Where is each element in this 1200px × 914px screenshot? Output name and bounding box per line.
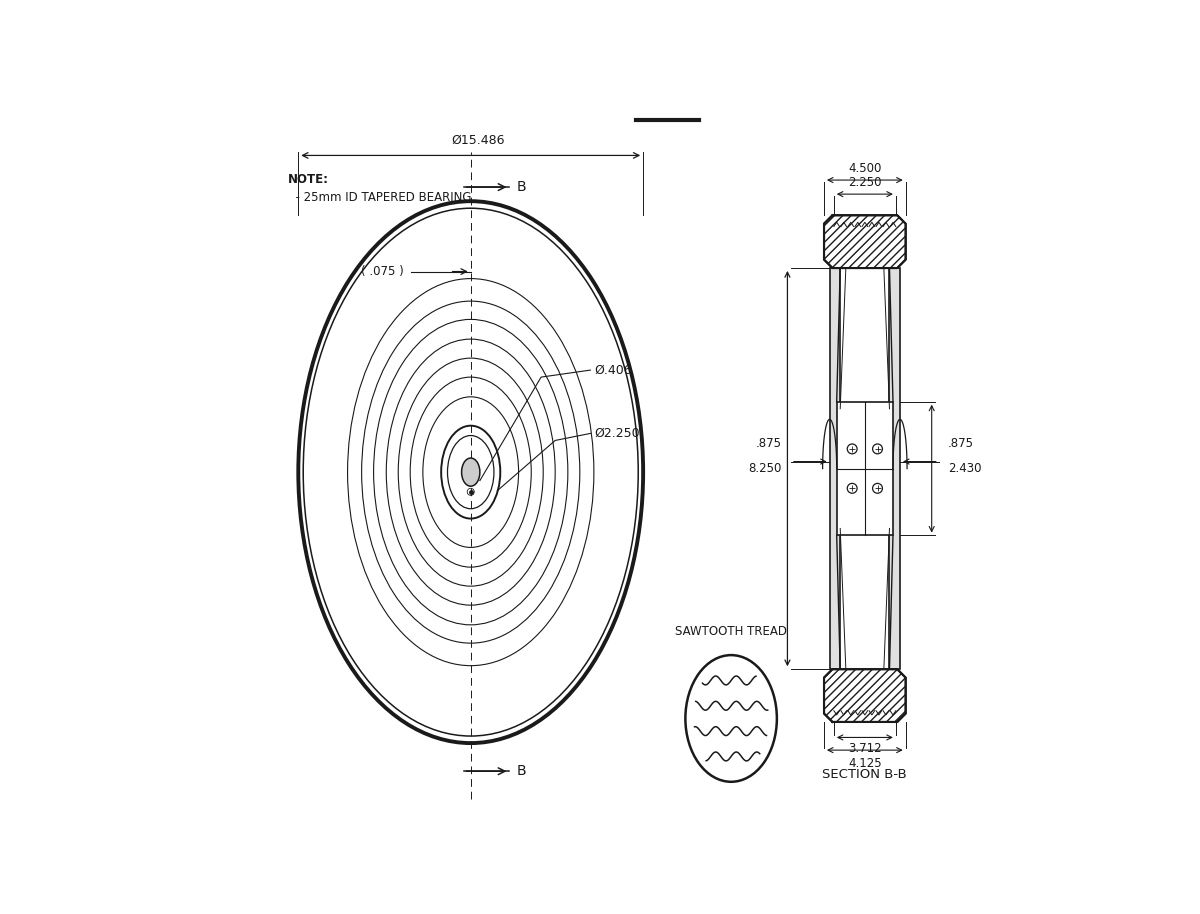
Text: B: B xyxy=(516,764,526,778)
Text: - 25mm ID TAPERED BEARING: - 25mm ID TAPERED BEARING xyxy=(288,191,472,204)
Circle shape xyxy=(872,484,882,494)
Text: ( .075 ): ( .075 ) xyxy=(361,265,404,278)
Bar xyxy=(829,268,840,669)
Bar xyxy=(836,402,893,536)
Text: .875: .875 xyxy=(948,438,974,451)
Text: 2.250: 2.250 xyxy=(848,176,882,189)
Circle shape xyxy=(847,444,857,454)
Text: Ø.406: Ø.406 xyxy=(594,364,631,377)
Polygon shape xyxy=(824,216,906,268)
Text: NOTE:: NOTE: xyxy=(288,173,329,186)
Ellipse shape xyxy=(685,655,776,781)
Circle shape xyxy=(847,484,857,494)
Text: SAWTOOTH TREAD: SAWTOOTH TREAD xyxy=(676,624,787,638)
Bar xyxy=(889,268,900,669)
Text: 8.250: 8.250 xyxy=(749,462,781,475)
Polygon shape xyxy=(824,669,906,722)
Text: Ø15.486: Ø15.486 xyxy=(451,134,504,147)
Text: 4.500: 4.500 xyxy=(848,162,882,175)
Text: SECTION B-B: SECTION B-B xyxy=(822,768,907,781)
Text: 4.125: 4.125 xyxy=(848,757,882,771)
Text: Ø2.250: Ø2.250 xyxy=(594,427,640,440)
Text: 3.712: 3.712 xyxy=(848,741,882,755)
Ellipse shape xyxy=(299,201,643,743)
Circle shape xyxy=(872,444,882,454)
Text: 2.430: 2.430 xyxy=(948,462,982,475)
Text: .875: .875 xyxy=(756,438,781,451)
Text: B: B xyxy=(516,180,526,194)
Ellipse shape xyxy=(462,458,480,486)
